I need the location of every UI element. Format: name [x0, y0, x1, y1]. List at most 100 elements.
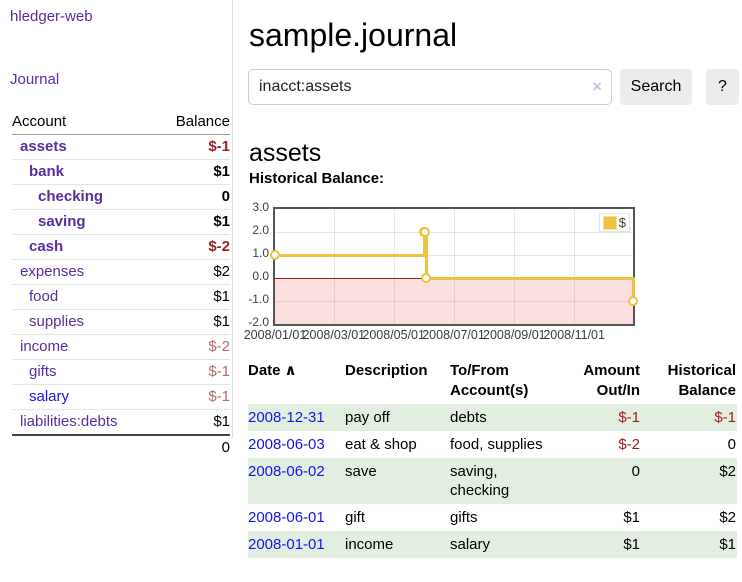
x-axis-tick-label: 2008/07/01 — [422, 328, 485, 342]
transaction-balance-cell: $-1 — [714, 409, 736, 426]
y-axis-tick-label: 0.0 — [252, 269, 269, 283]
column-header-description: Description — [345, 362, 428, 379]
account-row: assets $-1 — [12, 135, 230, 160]
transaction-accounts-cell: debts — [450, 409, 487, 426]
transaction-date-cell: 2008-06-01 — [248, 504, 345, 531]
column-header-balance: Historical Balance — [667, 362, 736, 399]
transaction-row: 2008-01-01 income salary $1 $1 — [248, 531, 737, 558]
column-header-amount: Amount Out/In — [583, 362, 640, 399]
transaction-amount-cell: $-1 — [618, 409, 640, 426]
account-row: liabilities:debts $1 — [12, 410, 230, 434]
transaction-date-link[interactable]: 2008-06-03 — [248, 436, 325, 453]
chart-title: Historical Balance: — [249, 170, 385, 187]
sidebar: hledger-web Journal Account Balance asse… — [0, 0, 233, 456]
account-balance: $-1 — [208, 388, 230, 405]
gridline-vertical — [574, 209, 576, 324]
gridline-vertical — [514, 209, 516, 324]
sidebar-item-journal[interactable]: Journal — [10, 71, 60, 88]
historical-balance-chart: $ 3.0 2.0 1.0 0.0 -1.0 -2.0 2008/01/01 2008/03/… — [244, 200, 688, 347]
y-axis-tick-label: 2.0 — [252, 223, 269, 237]
account-link-gifts[interactable]: gifts — [29, 363, 57, 380]
account-balance: $-1 — [208, 363, 230, 380]
gridline-vertical — [333, 209, 335, 324]
account-link-saving[interactable]: saving — [38, 213, 86, 230]
series-line-segment — [631, 276, 635, 303]
transaction-date-link[interactable]: 2008-06-01 — [248, 509, 325, 526]
column-header-date[interactable]: Date ∧ — [248, 362, 297, 379]
x-axis-tick-label: 2008/01/01 — [243, 328, 307, 342]
transaction-date-link[interactable]: 2008-06-02 — [248, 463, 325, 480]
account-link-assets[interactable]: assets — [20, 138, 67, 155]
account-row: salary $-1 — [12, 385, 230, 410]
x-axis-tick-label: 2008/09/01 — [483, 328, 546, 342]
x-axis-tick-label: 2008/03/01 — [302, 328, 366, 342]
data-point-marker — [421, 273, 432, 283]
transaction-description-cell: save — [345, 463, 377, 480]
y-axis-tick-label: -2.0 — [248, 315, 269, 329]
account-balance: $-2 — [208, 238, 230, 255]
transaction-description-cell: eat & shop — [345, 436, 417, 453]
clear-search-icon[interactable]: × — [592, 77, 602, 96]
transaction-date-link[interactable]: 2008-12-31 — [248, 409, 325, 426]
transaction-amount-cell: $-2 — [618, 436, 640, 453]
transaction-date-cell: 2008-06-02 — [248, 458, 345, 504]
column-header-accounts: To/From Account(s) — [450, 362, 529, 399]
transaction-accounts-cell: gifts — [450, 509, 478, 526]
transaction-amount-cell: $1 — [623, 536, 640, 553]
transaction-description-cell: gift — [345, 509, 366, 526]
transaction-description-cell: pay off — [345, 409, 390, 426]
account-balance: $1 — [213, 313, 230, 330]
transaction-date-cell: 2008-01-01 — [248, 531, 345, 558]
app-brand-link[interactable]: hledger-web — [10, 8, 93, 25]
main-content: sample.journal × Search ? assets Histori… — [244, 0, 740, 582]
help-button[interactable]: ? — [706, 69, 739, 105]
account-link-liabilities-debts[interactable]: liabilities:debts — [20, 413, 118, 430]
account-link-salary[interactable]: salary — [29, 388, 70, 405]
account-link-cash[interactable]: cash — [29, 238, 64, 255]
search-button[interactable]: Search — [620, 69, 692, 105]
account-balance: $2 — [213, 263, 230, 280]
x-axis-tick-label: 2008/11/01 — [543, 328, 605, 342]
x-axis-tick-label: 2008/05/01 — [362, 328, 425, 342]
account-row: cash $-2 — [12, 235, 230, 260]
account-link-checking[interactable]: checking — [38, 188, 104, 205]
transaction-balance-cell: 0 — [727, 436, 736, 453]
series-line-segment — [422, 230, 426, 257]
account-row: expenses $2 — [12, 260, 230, 285]
account-balance: $1 — [213, 163, 230, 180]
transaction-date-cell: 2008-06-03 — [248, 431, 345, 458]
account-heading: assets — [249, 138, 322, 167]
transaction-row: 2008-06-01 gift gifts $1 $2 — [248, 504, 737, 531]
account-link-supplies[interactable]: supplies — [29, 313, 85, 330]
account-link-expenses[interactable]: expenses — [20, 263, 85, 280]
transaction-balance-cell: $1 — [719, 536, 736, 553]
transaction-row: 2008-06-03 eat & shop food, supplies $-2 0 — [248, 431, 737, 458]
account-link-food[interactable]: food — [29, 288, 59, 305]
negative-region — [275, 278, 633, 324]
gridline-horizontal — [275, 255, 633, 256]
account-row: gifts $-1 — [12, 360, 230, 385]
chart-plot: $ — [270, 207, 638, 326]
account-link-bank[interactable]: bank — [29, 163, 65, 180]
account-row: bank $1 — [12, 160, 230, 185]
gridline-vertical — [453, 209, 455, 324]
legend-label: $ — [618, 215, 626, 230]
y-axis-tick-label: 3.0 — [252, 200, 269, 214]
series-line-segment — [275, 253, 425, 257]
transaction-date-link[interactable]: 2008-01-01 — [248, 536, 325, 553]
transaction-row: 2008-06-02 save saving, checking 0 $2 — [248, 458, 737, 504]
transaction-amount-cell: 0 — [631, 463, 640, 480]
legend-color-swatch — [602, 215, 617, 230]
account-row: income $-2 — [12, 335, 230, 360]
account-link-income[interactable]: income — [20, 338, 69, 355]
gridline-horizontal — [275, 301, 633, 302]
account-balance: 0 — [221, 188, 230, 205]
account-row: supplies $1 — [12, 310, 230, 335]
register-header-row: Date ∧ Description To/From Account(s) Amo… — [248, 360, 737, 404]
sort-ascending-icon: ∧ — [284, 362, 297, 379]
account-balance: $1 — [213, 288, 230, 305]
y-axis-tick-label: -1.0 — [248, 292, 269, 306]
page-title: sample.journal — [249, 17, 458, 54]
search-input[interactable] — [248, 69, 612, 105]
accounts-header-balance: Balance — [175, 113, 230, 130]
